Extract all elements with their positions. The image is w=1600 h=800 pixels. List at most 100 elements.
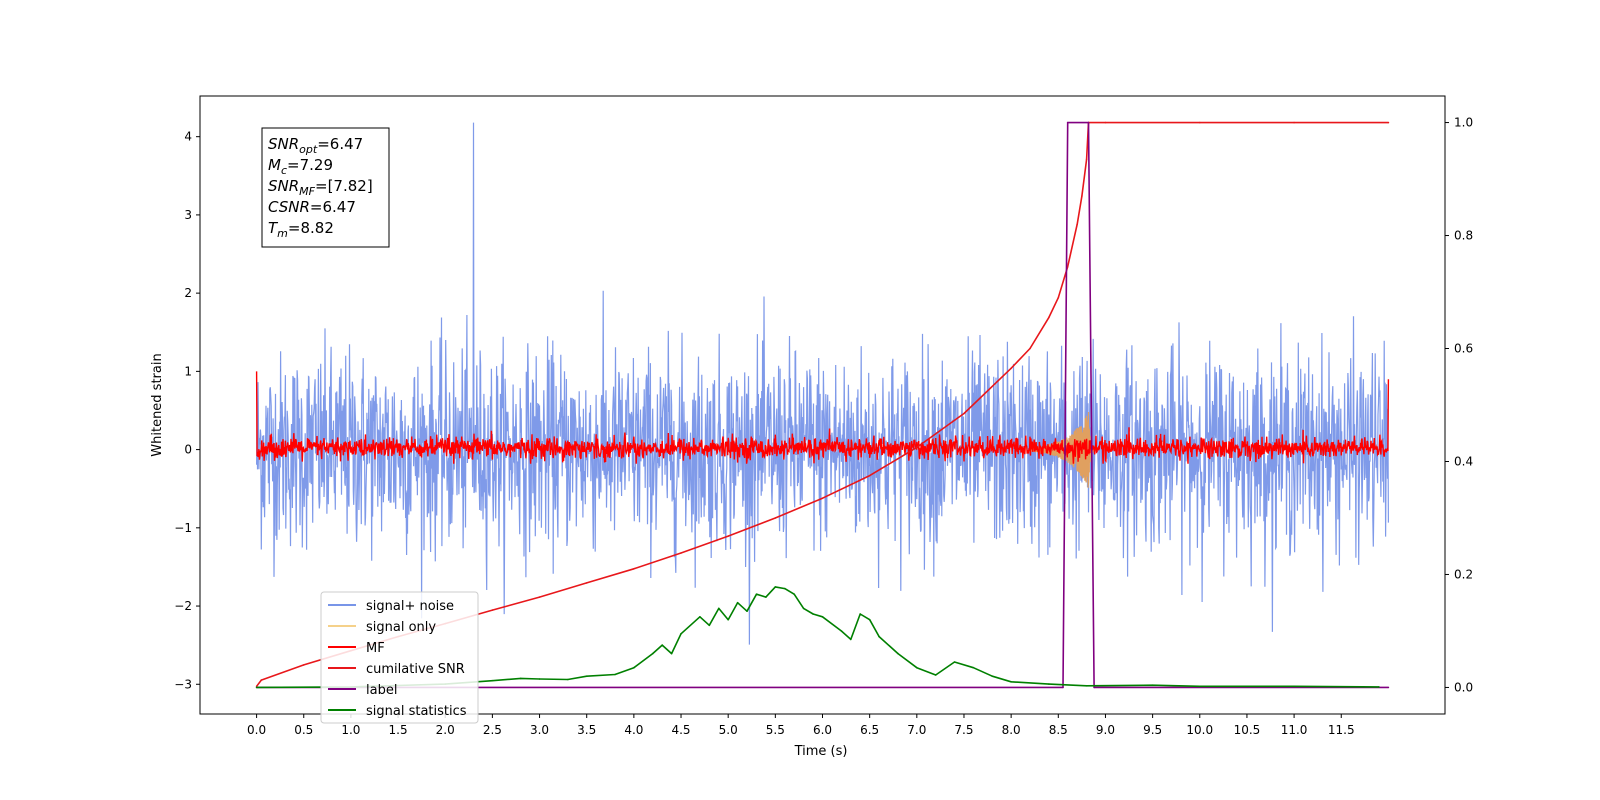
y2-tick-label: 0.2 bbox=[1454, 567, 1473, 581]
x-tick-label: 3.5 bbox=[577, 723, 596, 737]
x-tick-label: 0.5 bbox=[294, 723, 313, 737]
x-axis-label: Time (s) bbox=[794, 744, 848, 759]
point-signal-statistics bbox=[802, 607, 805, 610]
point-signal-statistics bbox=[755, 593, 758, 595]
point-signal-statistics bbox=[708, 624, 711, 627]
point-cumilative-snr bbox=[585, 582, 588, 584]
point-label bbox=[1387, 686, 1390, 689]
point-signal-statistics bbox=[821, 616, 824, 618]
annotation-line: Tm=8.82 bbox=[268, 219, 334, 240]
x-tick-label: 3.0 bbox=[530, 723, 549, 737]
point-cumilative-snr bbox=[774, 517, 777, 519]
point-cumilative-snr bbox=[538, 596, 541, 598]
y-tick-label: 2 bbox=[184, 286, 192, 300]
series-layer bbox=[255, 121, 1390, 689]
point-signal-statistics bbox=[670, 652, 673, 655]
point-signal-statistics bbox=[1151, 684, 1154, 686]
legend-label: MF bbox=[366, 641, 385, 656]
point-signal-statistics bbox=[765, 596, 767, 598]
point-signal-statistics bbox=[718, 607, 720, 610]
point-signal-statistics bbox=[897, 652, 899, 655]
point-signal-statistics bbox=[972, 666, 975, 669]
y-tick-label: 3 bbox=[184, 208, 192, 222]
point-signal-statistics bbox=[1293, 685, 1295, 688]
point-signal-statistics bbox=[812, 613, 814, 615]
x-tick-label: 1.0 bbox=[341, 723, 360, 737]
point-signal-statistics bbox=[651, 652, 654, 655]
x-tick-label: 8.5 bbox=[1049, 723, 1068, 737]
y2-tick-label: 0.6 bbox=[1454, 342, 1473, 356]
y2-tick-label: 0.8 bbox=[1454, 229, 1473, 243]
y-tick-label: 0 bbox=[184, 443, 192, 457]
point-signal-statistics bbox=[1378, 686, 1380, 688]
y-tick-label: −3 bbox=[174, 677, 192, 691]
y-tick-label: −2 bbox=[174, 599, 192, 613]
point-signal-statistics bbox=[699, 616, 701, 618]
point-signal-statistics bbox=[727, 618, 729, 621]
point-signal-statistics bbox=[567, 678, 569, 681]
x-tick-label: 6.0 bbox=[813, 723, 832, 737]
series-signal-statistics bbox=[256, 586, 1380, 689]
series-signal-plus-noise bbox=[256, 122, 1389, 645]
point-signal-statistics bbox=[519, 677, 522, 680]
point-signal-statistics bbox=[1199, 685, 1201, 688]
point-cumilative-snr bbox=[1048, 316, 1050, 319]
annotation-line: Mc=7.29 bbox=[268, 156, 333, 177]
y-axis-label: Whitened strain bbox=[150, 353, 165, 456]
point-cumilative-snr bbox=[727, 535, 729, 537]
x-tick-label: 0.0 bbox=[247, 723, 266, 737]
point-signal-statistics bbox=[774, 586, 777, 588]
x-tick-label: 1.5 bbox=[389, 723, 408, 737]
x-tick-label: 7.0 bbox=[907, 723, 926, 737]
point-signal-statistics bbox=[585, 675, 588, 677]
x-tick-label: 10.0 bbox=[1186, 723, 1213, 737]
point-signal-statistics bbox=[661, 644, 663, 646]
legend-label: label bbox=[366, 683, 397, 698]
point-signal-statistics bbox=[736, 601, 739, 604]
point-cumilative-snr bbox=[680, 552, 682, 554]
y-tick-label: 1 bbox=[184, 364, 192, 378]
y-tick-label: −1 bbox=[174, 521, 192, 535]
series-mf bbox=[255, 371, 1390, 464]
x-tick-label: 4.0 bbox=[624, 723, 643, 737]
point-cumilative-snr bbox=[260, 679, 263, 681]
point-cumilative-snr bbox=[633, 568, 635, 570]
point-signal-statistics bbox=[680, 633, 682, 635]
point-cumilative-snr bbox=[1085, 158, 1088, 161]
point-signal-statistics bbox=[614, 673, 616, 676]
y2-tick-label: 1.0 bbox=[1454, 116, 1473, 130]
point-signal-statistics bbox=[859, 613, 861, 615]
point-signal-statistics bbox=[793, 593, 795, 595]
point-cumilative-snr bbox=[1104, 121, 1107, 124]
x-tick-label: 4.5 bbox=[671, 723, 690, 737]
point-signal-statistics bbox=[538, 678, 541, 680]
x-tick-label: 5.0 bbox=[719, 723, 738, 737]
series-label bbox=[256, 121, 1389, 689]
point-label bbox=[1066, 121, 1069, 124]
legend-label: signal+ noise bbox=[366, 599, 454, 614]
point-signal-statistics bbox=[878, 635, 880, 638]
x-tick-label: 2.0 bbox=[436, 723, 455, 737]
y2-tick-label: 0.0 bbox=[1454, 680, 1473, 694]
point-cumilative-snr bbox=[1076, 223, 1078, 225]
point-signal-statistics bbox=[1010, 681, 1012, 683]
legend-label: cumilative SNR bbox=[366, 662, 465, 677]
point-signal-statistics bbox=[916, 666, 918, 669]
x-tick-label: 10.5 bbox=[1234, 723, 1261, 737]
point-cumilative-snr bbox=[916, 446, 918, 449]
point-signal-statistics bbox=[746, 610, 748, 612]
point-label bbox=[1087, 121, 1090, 124]
x-tick-label: 11.5 bbox=[1328, 723, 1355, 737]
y2-tick-label: 0.4 bbox=[1454, 454, 1473, 468]
point-cumilative-snr bbox=[491, 609, 494, 611]
x-tick-label: 8.0 bbox=[1002, 723, 1021, 737]
annotation-line: SNRopt=6.47 bbox=[268, 135, 363, 156]
point-signal-statistics bbox=[953, 661, 956, 663]
point-cumilative-snr bbox=[1293, 121, 1295, 124]
point-label bbox=[1093, 686, 1095, 689]
point-label bbox=[1062, 686, 1064, 689]
x-tick-label: 2.5 bbox=[483, 723, 502, 737]
point-cumilative-snr bbox=[1029, 347, 1031, 350]
